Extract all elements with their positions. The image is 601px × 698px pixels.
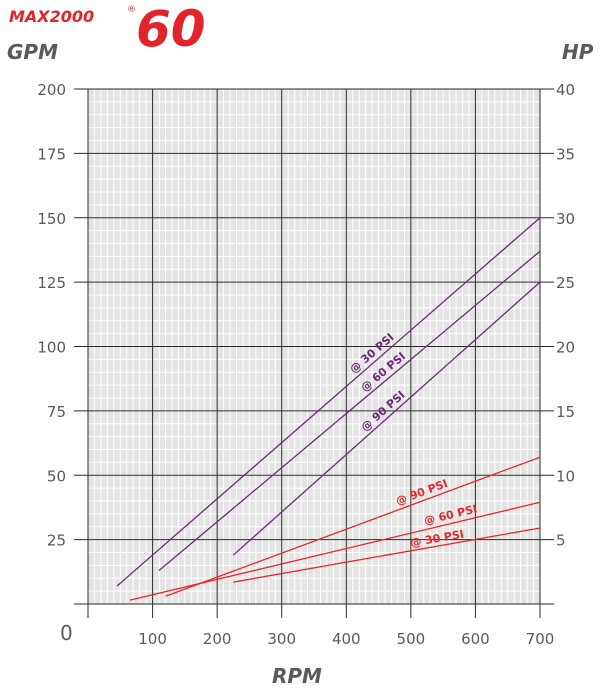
- x-tick-label: 400: [332, 630, 361, 648]
- x-tick-label: 700: [526, 630, 555, 648]
- x-axis-title: RPM: [272, 664, 322, 688]
- left-tick-label: 200: [37, 81, 66, 99]
- right-tick-label: 15: [556, 403, 575, 421]
- x-tick-label: 100: [138, 630, 167, 648]
- series-lines: [116, 217, 541, 601]
- x-tick-label: 300: [267, 630, 296, 648]
- right-tick-label: 35: [556, 145, 575, 163]
- left-axis-title: GPM: [7, 40, 58, 64]
- left-tick-label: 100: [37, 339, 66, 357]
- hp-line-90-psi: [165, 456, 541, 597]
- origin-label: 0: [60, 621, 73, 645]
- right-tick-label: 5: [556, 532, 566, 550]
- gpm-line-30-psi: [116, 217, 541, 587]
- left-tick-labels: 25 50 75 100 125 150 175 200: [37, 81, 66, 550]
- brand-name: MAX2000: [9, 7, 94, 26]
- right-tick-label: 25: [556, 274, 575, 292]
- gpm-line-60-psi: [158, 250, 541, 572]
- registered-mark: ®: [127, 5, 136, 15]
- right-tick-label: 30: [556, 210, 575, 228]
- x-tick-label: 200: [203, 630, 232, 648]
- gpm-line-90-psi: [232, 281, 541, 556]
- x-tick-labels: 100 200 300 400 500 600 700: [138, 630, 554, 648]
- right-tick-label: 20: [556, 339, 575, 357]
- hp-line-60-psi: [129, 501, 541, 601]
- x-tick-label: 500: [397, 630, 426, 648]
- left-tick-label: 175: [37, 145, 66, 163]
- axis-ticks: [74, 88, 554, 618]
- left-tick-label: 50: [47, 467, 66, 485]
- right-axis-title: HP: [562, 40, 594, 64]
- left-tick-label: 150: [37, 210, 66, 228]
- model-number: 60: [136, 0, 206, 58]
- right-tick-label: 40: [556, 81, 575, 99]
- x-tick-label: 600: [461, 630, 490, 648]
- left-tick-label: 75: [47, 403, 66, 421]
- hp-line-30-psi: [233, 527, 541, 583]
- right-tick-label: 10: [556, 467, 575, 485]
- left-tick-label: 25: [47, 532, 66, 550]
- right-tick-labels: 5 10 15 20 25 30 35 40: [556, 81, 575, 550]
- left-tick-label: 125: [37, 274, 66, 292]
